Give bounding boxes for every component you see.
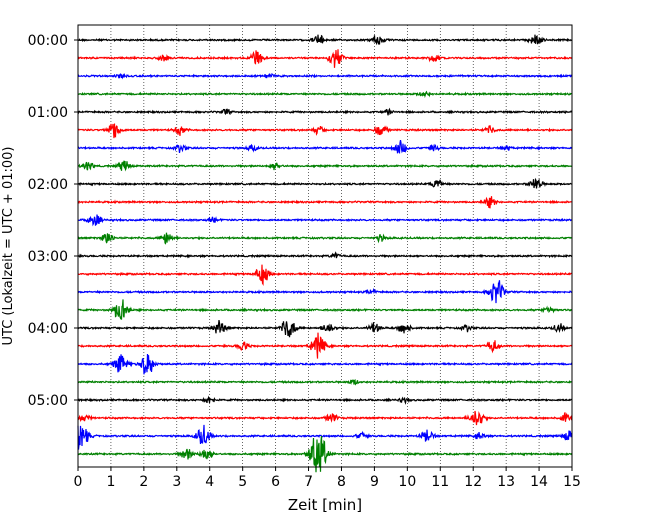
trace-line-01:30 — [77, 139, 573, 155]
trace-line-04:15 — [77, 332, 573, 359]
trace-line-03:30 — [77, 280, 573, 304]
trace-line-04:45 — [77, 378, 573, 386]
y-tick-label: 04:00 — [28, 321, 68, 337]
x-tick-label: 0 — [74, 474, 83, 490]
plot-frame — [77, 24, 573, 468]
trace-line-02:45 — [77, 232, 573, 245]
trace-line-00:15 — [77, 49, 573, 68]
y-axis-label: UTC (Lokalzeit = UTC + 01:00) — [1, 147, 16, 346]
axis-ticks: 0 1 2 3 4 5 6 7 8 9 10 11 12 13 14 1500:0001:0002:0003:… — [28, 33, 581, 490]
trace-line-00:30 — [77, 72, 573, 80]
trace-line-02:15 — [77, 196, 573, 209]
x-tick-label: 12 — [464, 474, 482, 490]
y-tick-label: 03:00 — [28, 249, 68, 265]
trace-line-03:00 — [77, 251, 573, 259]
x-tick-label: 9 — [370, 474, 379, 490]
trace-lines — [77, 34, 573, 473]
x-tick-label: 13 — [497, 474, 515, 490]
trace-line-04:00 — [77, 319, 573, 338]
x-tick-label: 2 — [139, 474, 148, 490]
x-tick-label: 1 — [106, 474, 115, 490]
x-tick-label: 7 — [304, 474, 313, 490]
trace-line-00:00 — [77, 34, 573, 46]
x-tick-label: 3 — [172, 474, 181, 490]
x-tick-label: 11 — [431, 474, 449, 490]
trace-line-02:30 — [77, 214, 573, 227]
trace-line-03:45 — [77, 299, 573, 320]
x-tick-label: 14 — [530, 474, 548, 490]
trace-line-03:15 — [77, 264, 573, 286]
trace-line-01:00 — [77, 107, 573, 116]
y-tick-label: 02:00 — [28, 177, 68, 193]
trace-line-00:45 — [77, 90, 573, 99]
trace-line-02:00 — [77, 177, 573, 189]
trace-line-05:30 — [77, 424, 573, 450]
x-tick-label: 10 — [398, 474, 416, 490]
trace-line-01:15 — [77, 123, 573, 139]
trace-line-01:45 — [77, 160, 573, 172]
trace-line-04:30 — [77, 354, 573, 375]
trace-line-05:15 — [77, 410, 573, 426]
x-tick-label: 6 — [271, 474, 280, 490]
y-tick-label: 01:00 — [28, 105, 68, 121]
x-tick-label: 15 — [563, 474, 581, 490]
trace-line-05:00 — [77, 395, 573, 405]
x-tick-label: 5 — [238, 474, 247, 490]
x-tick-label: 8 — [337, 474, 346, 490]
trace-line-05:45 — [77, 435, 573, 473]
x-axis-label: Zeit [min] — [288, 496, 362, 514]
y-tick-label: 05:00 — [28, 393, 68, 409]
y-tick-label: 00:00 — [28, 33, 68, 49]
x-tick-label: 4 — [205, 474, 214, 490]
